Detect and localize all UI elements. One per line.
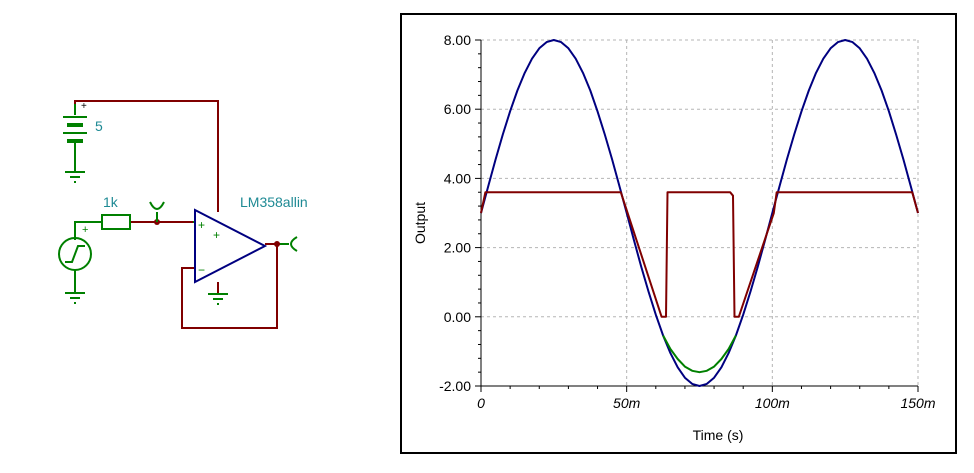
x-tick-label: 150m <box>900 395 935 411</box>
y-axis-title: Output <box>412 202 428 244</box>
plot-grid <box>481 39 919 386</box>
junction-dot-output <box>274 241 280 247</box>
source-plus-sign: + <box>82 224 88 236</box>
y-tick-label: -2.00 <box>439 378 471 394</box>
x-tick-label: 100m <box>755 395 790 411</box>
opamp-symbol <box>193 208 268 284</box>
series-line-1 <box>662 335 737 374</box>
opamp-model-label: LM358allin <box>240 194 308 210</box>
opamp-noninverting-sign: + <box>198 218 205 232</box>
x-tick-label: 50m <box>613 395 641 411</box>
x-axis-title: Time (s) <box>693 427 744 443</box>
wire-feedback-loop <box>181 244 278 329</box>
resistor-symbol <box>101 214 131 230</box>
opamp-supply-sign: + <box>213 228 220 242</box>
resistor-value-label: 1k <box>103 194 119 210</box>
y-tick-label: 6.00 <box>444 101 471 117</box>
plot-axes <box>475 39 919 392</box>
plot-tick-labels: -2.00 0.00 2.00 4.00 6.00 8.00 0 50m 100m 150m <box>439 32 936 411</box>
output-probe-icon <box>280 236 298 252</box>
wires <box>74 100 280 329</box>
circuit-schematic: + 5 + 1k + + − LM358allin <box>58 100 308 329</box>
series-line-2 <box>480 191 919 318</box>
y-tick-label: 4.00 <box>444 170 471 186</box>
battery-plus-sign: + <box>81 101 87 112</box>
plot-frame: -2.00 0.00 2.00 4.00 6.00 8.00 0 50m 100m 150m Ti… <box>400 13 957 454</box>
opamp-ground-symbol <box>208 293 228 305</box>
x-tick-label: 0 <box>477 395 485 411</box>
voltage-source-symbol <box>58 221 102 304</box>
input-probe-icon <box>149 201 165 222</box>
wire-battery-to-opamp-supply <box>74 100 219 212</box>
y-tick-label: 0.00 <box>444 309 471 325</box>
plot-series <box>480 39 919 387</box>
series-line-0 <box>480 39 919 387</box>
opamp-inverting-sign: − <box>198 263 205 277</box>
y-tick-label: 2.00 <box>444 240 471 256</box>
battery-symbol <box>63 104 87 183</box>
simulation-plot: -2.00 0.00 2.00 4.00 6.00 8.00 0 50m 100m 150m Ti… <box>412 32 936 443</box>
y-tick-label: 8.00 <box>444 32 471 48</box>
battery-value-label: 5 <box>95 118 103 134</box>
